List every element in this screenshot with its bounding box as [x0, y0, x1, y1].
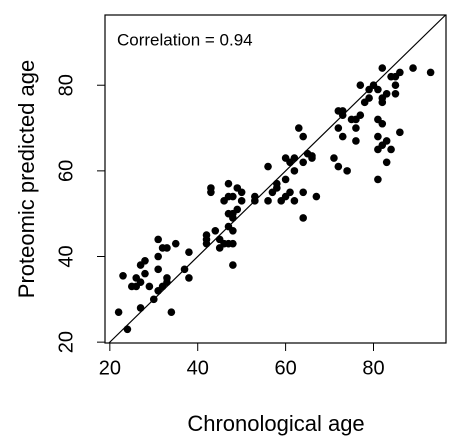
point [229, 227, 237, 235]
point [237, 197, 246, 205]
point [356, 111, 365, 119]
point [141, 256, 149, 265]
point [149, 295, 158, 304]
point [229, 192, 237, 201]
point [154, 252, 162, 261]
point [382, 89, 391, 98]
point [290, 167, 299, 175]
point [167, 308, 176, 316]
point [290, 197, 299, 205]
y-axis-label: Proteomic predicted age [14, 60, 39, 298]
point [207, 188, 215, 197]
annotation: Correlation = 0.94 [117, 30, 253, 49]
x-tick-label: 20 [99, 357, 121, 379]
point [264, 197, 272, 205]
point [387, 145, 395, 154]
plot-frame [104, 14, 447, 344]
point [356, 81, 365, 90]
point [338, 107, 347, 115]
point [352, 137, 360, 145]
point [396, 68, 404, 77]
point [136, 278, 145, 286]
point [426, 68, 435, 77]
point [163, 278, 171, 286]
point [171, 239, 180, 248]
point [382, 158, 391, 167]
point [290, 154, 299, 162]
point [233, 205, 242, 214]
point [299, 158, 307, 167]
point [123, 325, 132, 334]
y-tick-label: 80 [55, 74, 77, 96]
point [374, 175, 382, 184]
point [154, 235, 162, 244]
point [374, 85, 382, 94]
point [229, 261, 237, 269]
point [378, 98, 387, 107]
y-tick-label: 60 [55, 160, 77, 182]
x-tick-label: 80 [362, 357, 384, 379]
point [202, 231, 211, 239]
point [185, 248, 193, 257]
point [409, 64, 417, 72]
point [308, 152, 316, 160]
point [391, 81, 400, 90]
point [229, 239, 237, 248]
point [365, 94, 373, 102]
point [211, 227, 220, 235]
point [119, 271, 127, 280]
x-tick-label: 40 [187, 357, 209, 379]
point [281, 175, 290, 184]
point [224, 179, 233, 188]
point [396, 128, 404, 137]
point [299, 188, 307, 197]
y-tick-label: 40 [55, 245, 77, 267]
point [334, 124, 343, 132]
point [330, 154, 338, 162]
point [286, 188, 294, 197]
point [145, 282, 154, 291]
point [264, 162, 272, 171]
point [114, 308, 123, 316]
point [352, 124, 360, 132]
point [378, 64, 387, 72]
point [312, 192, 321, 201]
point [299, 132, 307, 141]
point [382, 137, 391, 145]
point [338, 132, 347, 141]
point [378, 119, 387, 128]
point [180, 265, 189, 274]
point [374, 132, 382, 141]
point [136, 304, 145, 312]
point [334, 162, 343, 171]
point [154, 265, 162, 274]
point [273, 184, 281, 192]
point [251, 197, 259, 205]
point [391, 89, 400, 98]
y-tick-label: 20 [55, 331, 77, 353]
point [299, 214, 307, 222]
point [343, 167, 351, 175]
point [237, 188, 246, 197]
point [141, 269, 149, 278]
point [185, 274, 193, 282]
x-axis-label: Chronological age [187, 411, 364, 436]
point [163, 244, 171, 252]
x-tick-label: 60 [274, 357, 296, 379]
point [294, 124, 303, 132]
